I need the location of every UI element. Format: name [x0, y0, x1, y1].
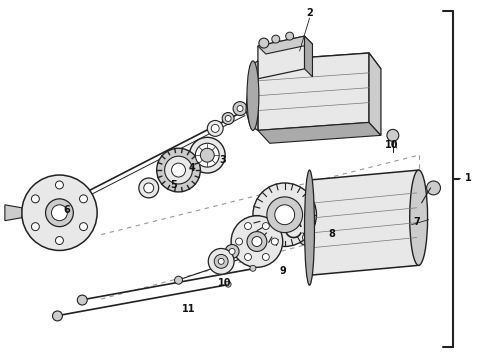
Circle shape [427, 181, 441, 195]
Text: 8: 8 [328, 229, 335, 239]
Circle shape [31, 195, 39, 203]
Text: 4: 4 [189, 163, 196, 173]
Circle shape [245, 222, 251, 230]
Circle shape [218, 258, 224, 264]
Circle shape [233, 102, 247, 116]
Circle shape [272, 35, 280, 43]
Text: 10: 10 [385, 140, 398, 150]
Circle shape [225, 244, 239, 258]
Circle shape [139, 178, 159, 198]
Circle shape [275, 205, 294, 225]
Circle shape [387, 129, 399, 141]
Circle shape [231, 216, 283, 267]
Polygon shape [5, 205, 22, 221]
Polygon shape [246, 61, 258, 130]
Circle shape [79, 223, 88, 231]
Circle shape [79, 195, 88, 203]
Text: 6: 6 [63, 205, 70, 215]
Circle shape [144, 183, 154, 193]
Circle shape [55, 181, 63, 189]
Circle shape [236, 238, 243, 245]
Polygon shape [258, 122, 381, 143]
Circle shape [225, 281, 231, 287]
Circle shape [245, 253, 251, 261]
Circle shape [222, 113, 234, 125]
Polygon shape [305, 36, 313, 77]
Text: 5: 5 [170, 180, 177, 190]
Circle shape [250, 265, 256, 271]
Circle shape [22, 175, 97, 251]
Circle shape [271, 238, 278, 245]
Circle shape [172, 163, 185, 177]
Circle shape [200, 148, 214, 162]
Ellipse shape [410, 170, 428, 265]
Circle shape [267, 197, 302, 233]
Ellipse shape [305, 170, 315, 285]
Circle shape [302, 234, 311, 242]
Circle shape [229, 248, 235, 255]
Text: 3: 3 [220, 155, 226, 165]
Polygon shape [369, 53, 381, 135]
Polygon shape [258, 36, 313, 54]
Polygon shape [258, 53, 381, 77]
Circle shape [247, 231, 267, 251]
Polygon shape [310, 170, 418, 275]
Circle shape [190, 137, 225, 173]
Circle shape [165, 156, 193, 184]
Circle shape [262, 222, 270, 230]
Circle shape [208, 248, 234, 274]
Circle shape [286, 32, 294, 40]
Circle shape [157, 148, 200, 192]
Text: 2: 2 [306, 8, 313, 18]
Circle shape [31, 223, 39, 231]
Polygon shape [258, 36, 305, 79]
Circle shape [253, 183, 317, 247]
Text: 1: 1 [465, 173, 472, 183]
Circle shape [298, 230, 315, 246]
Circle shape [262, 253, 270, 261]
Circle shape [77, 295, 87, 305]
Circle shape [52, 311, 62, 321]
Circle shape [46, 199, 74, 227]
Circle shape [55, 237, 63, 244]
Circle shape [174, 276, 182, 284]
Text: 11: 11 [182, 304, 195, 314]
Ellipse shape [247, 61, 259, 130]
Circle shape [51, 205, 68, 221]
Circle shape [207, 121, 223, 136]
Circle shape [214, 255, 228, 268]
Circle shape [211, 125, 219, 132]
Circle shape [259, 38, 269, 48]
Circle shape [196, 143, 219, 167]
Circle shape [225, 116, 231, 121]
Circle shape [237, 105, 243, 112]
Text: 9: 9 [279, 266, 286, 276]
Polygon shape [258, 53, 369, 130]
Text: 10: 10 [219, 278, 232, 288]
Text: 7: 7 [413, 217, 420, 227]
Circle shape [252, 237, 262, 247]
